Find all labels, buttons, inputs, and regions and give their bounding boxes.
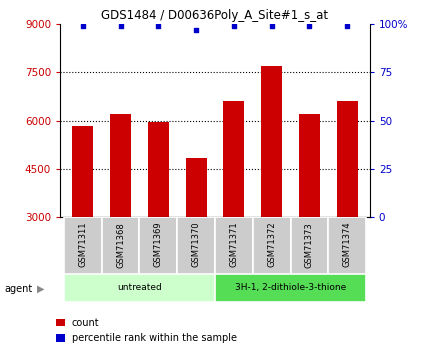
Bar: [148, 122, 169, 217]
Text: 3H-1, 2-dithiole-3-thione: 3H-1, 2-dithiole-3-thione: [235, 283, 346, 292]
Text: GSM71370: GSM71370: [192, 222, 201, 267]
Point: [117, 23, 124, 29]
Text: GSM71373: GSM71373: [305, 222, 314, 268]
Bar: [224, 101, 244, 217]
Point: [230, 23, 237, 29]
Bar: [64, 217, 102, 274]
Bar: [215, 274, 366, 302]
Bar: [110, 114, 131, 217]
Point: [268, 23, 275, 29]
Point: [344, 23, 350, 29]
Bar: [64, 274, 215, 302]
Title: GDS1484 / D00636Poly_A_Site#1_s_at: GDS1484 / D00636Poly_A_Site#1_s_at: [101, 9, 329, 22]
Text: GSM71371: GSM71371: [229, 222, 238, 267]
Bar: [291, 217, 328, 274]
Text: count: count: [72, 318, 99, 327]
Text: agent: agent: [4, 284, 33, 294]
Bar: [337, 101, 357, 217]
Text: GSM71374: GSM71374: [343, 222, 352, 267]
Bar: [73, 126, 93, 217]
Text: GSM71311: GSM71311: [78, 222, 87, 267]
Bar: [253, 217, 291, 274]
Text: GSM71372: GSM71372: [267, 222, 276, 267]
Bar: [328, 217, 366, 274]
Bar: [299, 114, 320, 217]
Text: percentile rank within the sample: percentile rank within the sample: [72, 333, 237, 343]
Text: ▶: ▶: [37, 284, 45, 294]
Text: GSM71368: GSM71368: [116, 222, 125, 268]
Text: GSM71369: GSM71369: [154, 222, 163, 267]
Bar: [139, 217, 177, 274]
Bar: [261, 66, 282, 217]
Point: [155, 23, 162, 29]
Point: [193, 27, 200, 33]
Bar: [215, 217, 253, 274]
Bar: [177, 217, 215, 274]
Bar: [186, 158, 206, 217]
Text: untreated: untreated: [117, 283, 162, 292]
Bar: [102, 217, 139, 274]
Point: [80, 23, 86, 29]
Point: [306, 23, 313, 29]
